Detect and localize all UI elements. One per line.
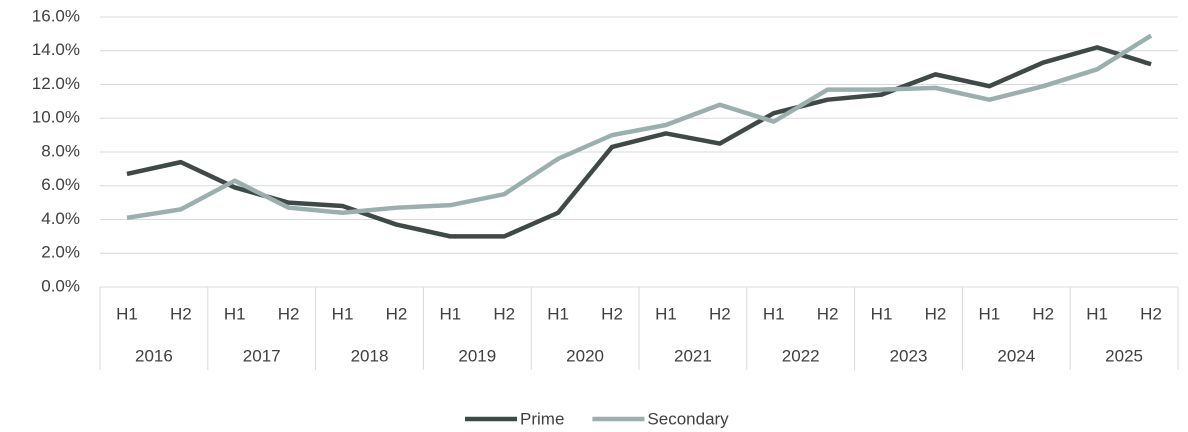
x-tick-label: H2 (1140, 304, 1162, 323)
x-tick-label: H2 (170, 304, 192, 323)
x-group-label: 2017 (243, 346, 281, 365)
x-tick-label: H2 (386, 304, 408, 323)
x-tick-label: H1 (978, 304, 1000, 323)
x-tick-label: H1 (332, 304, 354, 323)
line-series (126, 45, 1152, 239)
x-group-label: 2019 (458, 346, 496, 365)
x-tick-label: H2 (1032, 304, 1054, 323)
x-tick-label: H1 (763, 304, 785, 323)
x-tick-label: H2 (278, 304, 300, 323)
line-series (126, 33, 1153, 221)
x-tick-label: H2 (709, 304, 731, 323)
x-tick-label: H1 (1086, 304, 1108, 323)
x-tick-label: H2 (925, 304, 947, 323)
x-group-label: 2020 (566, 346, 604, 365)
y-tick-label: 12.0% (32, 74, 80, 93)
x-group-label: 2021 (674, 346, 712, 365)
y-tick-label: 8.0% (41, 141, 80, 160)
x-tick-label: H1 (116, 304, 138, 323)
y-tick-label: 14.0% (32, 40, 80, 59)
y-tick-label: 6.0% (41, 175, 80, 194)
y-tick-label: 0.0% (41, 276, 80, 295)
y-tick-label: 10.0% (32, 108, 80, 127)
x-tick-label: H1 (871, 304, 893, 323)
y-tick-label: 4.0% (41, 209, 80, 228)
y-tick-label: 16.0% (32, 6, 80, 25)
x-group-label: 2023 (890, 346, 928, 365)
x-group-label: 2016 (135, 346, 173, 365)
x-group-label: 2025 (1105, 346, 1143, 365)
x-group-label: 2018 (351, 346, 389, 365)
x-tick-label: H2 (493, 304, 515, 323)
y-tick-label: 2.0% (41, 243, 80, 262)
x-group-label: 2022 (782, 346, 820, 365)
x-tick-label: H2 (817, 304, 839, 323)
x-tick-label: H1 (439, 304, 461, 323)
x-tick-label: H1 (224, 304, 246, 323)
x-tick-label: H2 (601, 304, 623, 323)
legend-label: Prime (520, 409, 564, 428)
x-group-label: 2024 (997, 346, 1035, 365)
legend-label: Secondary (647, 409, 729, 428)
x-tick-label: H1 (547, 304, 569, 323)
x-tick-label: H1 (655, 304, 677, 323)
